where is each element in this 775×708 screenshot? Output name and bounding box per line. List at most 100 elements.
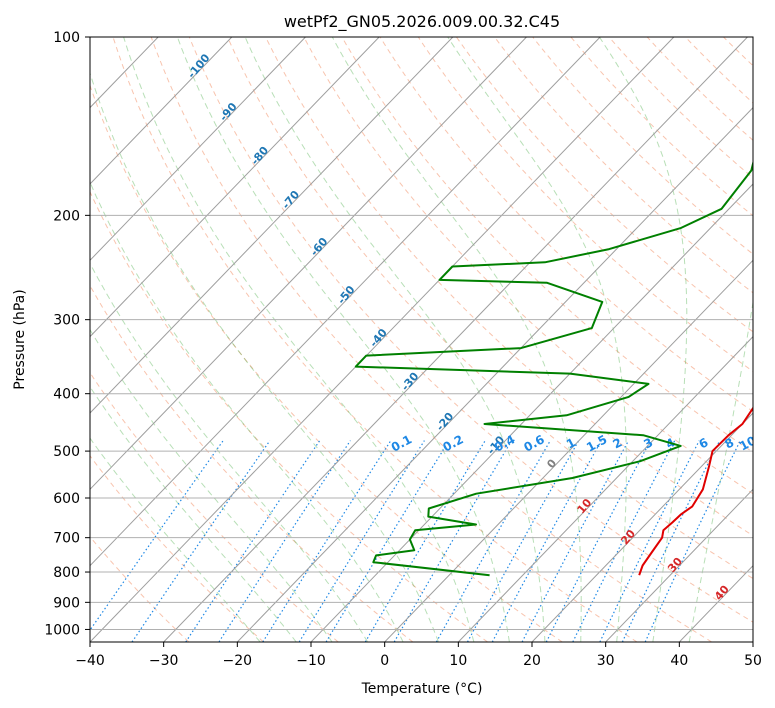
dry-adiabat	[494, 37, 753, 294]
isotherm-label: -70	[279, 188, 302, 212]
moist-adiabat	[90, 262, 369, 642]
moist-adiabat	[90, 181, 404, 642]
isotherm-line	[531, 412, 753, 642]
moist-adiabat	[90, 437, 261, 642]
x-tick-label: 10	[449, 653, 467, 669]
isotherm-line	[752, 641, 753, 642]
mixing-ratio-label: 6	[697, 435, 711, 451]
mixing-ratio-line	[364, 440, 486, 642]
y-tick-label: 900	[53, 595, 80, 611]
isotherm-label: 0	[544, 456, 559, 470]
x-tick-label: 0	[380, 653, 389, 669]
mixing-ratio-line	[131, 440, 271, 642]
dry-adiabat	[90, 535, 190, 642]
moist-adiabat	[90, 385, 297, 642]
mixing-ratio-line	[262, 440, 392, 642]
moist-adiabat	[331, 37, 582, 642]
axis-ticks: −40 −30 −20 −10 0 10 20 30 40 5010020030040050060…	[44, 30, 762, 669]
plot-area: -100-90-80-70-60-50-40-30-20-10010203040…	[90, 37, 775, 642]
isotherm-line	[90, 37, 527, 491]
moist-adiabat	[244, 37, 546, 642]
isotherm-line	[90, 37, 454, 414]
isotherm-line	[236, 106, 753, 642]
dry-adiabat	[762, 37, 775, 642]
dry-adiabat	[379, 37, 753, 413]
mixing-ratio-line	[218, 440, 351, 642]
dry-adiabat	[417, 37, 753, 373]
dry-adiabat	[532, 37, 753, 255]
moist-adiabat	[688, 299, 753, 642]
isotherm-label: -90	[217, 100, 240, 124]
isotherm-line	[163, 37, 748, 642]
isotherm-label: 40	[712, 583, 732, 603]
x-tick-label: 40	[670, 653, 688, 669]
isotherm-line	[90, 37, 233, 185]
dry-adiabat	[150, 37, 712, 642]
dry-adiabat	[90, 284, 414, 642]
dry-adiabat	[112, 37, 638, 642]
y-tick-label: 700	[53, 531, 80, 547]
isotherm-label: -40	[367, 326, 390, 350]
y-axis-label: Pressure (hPa)	[12, 289, 28, 389]
dry-adiabat	[265, 37, 753, 537]
isotherm-line	[90, 37, 380, 338]
moist-adiabat	[90, 328, 333, 642]
dry-adiabat	[90, 454, 264, 642]
dry-adiabat	[723, 37, 753, 67]
plot-frame	[89, 36, 754, 643]
mixing-ratio-label: 8	[722, 435, 736, 451]
dry-adiabat	[608, 37, 753, 179]
mixing-ratio-line	[185, 440, 321, 642]
isotherm-line	[90, 37, 675, 642]
y-tick-label: 100	[53, 30, 80, 46]
x-tick-label: −20	[223, 653, 253, 669]
mixing-ratio-label: 2	[610, 435, 624, 451]
chart-title: wetPf2_GN05.2026.009.00.32.C45	[284, 12, 560, 32]
mixing-ratio-line	[325, 440, 450, 642]
dry-adiabat	[455, 37, 753, 333]
isotherm-label: -30	[399, 370, 422, 394]
moist-adiabat	[90, 71, 439, 642]
isotherm-line	[384, 259, 753, 642]
isotherm-label: -60	[308, 235, 331, 259]
dewpoint-line	[354, 159, 753, 577]
x-tick-label: −10	[296, 653, 326, 669]
isotherm-label: -100	[185, 51, 213, 81]
isotherm-line	[457, 335, 753, 642]
y-tick-label: 1000	[44, 622, 80, 638]
dry-adiabat	[685, 37, 753, 104]
mixing-ratio-line	[621, 440, 721, 642]
moist-adiabat	[123, 37, 475, 642]
moist-adiabat	[598, 37, 688, 642]
temperature-line	[638, 406, 753, 576]
x-tick-label: 50	[744, 653, 762, 669]
mixing-ratio-line	[298, 440, 425, 642]
sounding-series	[354, 159, 753, 577]
isotherm-label: -50	[335, 283, 358, 307]
dry-adiabat	[227, 37, 753, 580]
y-tick-label: 800	[53, 565, 80, 581]
dry-adiabat	[646, 37, 753, 141]
y-tick-label: 200	[53, 208, 80, 224]
mixing-ratio-line	[491, 440, 602, 642]
isotherm-line	[90, 37, 306, 262]
isotherm-line	[605, 488, 753, 642]
x-tick-label: −40	[75, 653, 105, 669]
isotherm-label: 10	[575, 496, 595, 516]
isotherm-line	[310, 183, 753, 642]
moist-adiabat	[176, 37, 510, 642]
dry-adiabat	[90, 190, 488, 642]
mixing-ratio-line	[90, 440, 224, 632]
isotherm-label: -20	[434, 410, 457, 434]
mixing-ratio-label: 13	[763, 433, 775, 453]
mixing-ratio-line	[599, 440, 700, 642]
isotherm-line	[90, 37, 601, 567]
y-tick-label: 400	[53, 387, 80, 403]
x-axis-label: Temperature (°C)	[361, 681, 483, 697]
isotherm-label: -80	[248, 144, 271, 168]
mixing-ratio-line	[466, 440, 580, 642]
moist-adiabat	[447, 37, 627, 642]
mixing-ratio-label: 10	[737, 433, 758, 453]
mixing-ratio-line	[572, 440, 676, 642]
